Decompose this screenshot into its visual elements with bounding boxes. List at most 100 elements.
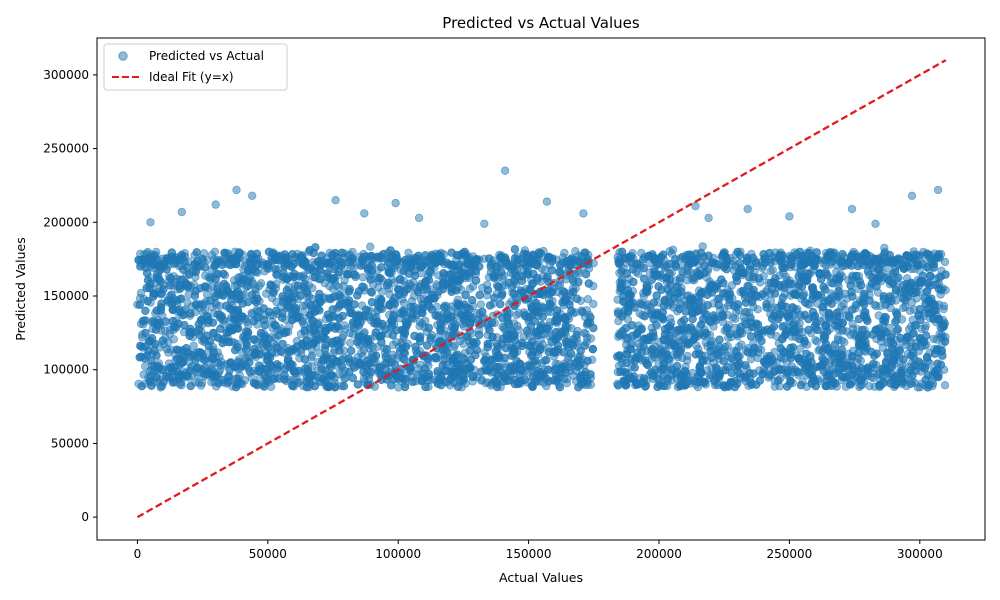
scatter-point xyxy=(753,305,762,314)
scatter-point xyxy=(483,286,493,295)
scatter-point xyxy=(886,332,896,342)
scatter-point xyxy=(640,312,649,321)
scatter-point xyxy=(666,314,675,323)
scatter-point xyxy=(375,274,384,283)
scatter-point xyxy=(143,296,152,306)
scatter-point xyxy=(299,271,308,280)
scatter-point xyxy=(164,348,173,357)
scatter-point xyxy=(141,306,150,315)
scatter-point xyxy=(540,265,549,274)
scatter-point xyxy=(143,247,152,257)
scatter-point xyxy=(940,381,950,390)
scatter-point xyxy=(210,247,220,256)
scatter-point xyxy=(616,367,625,376)
scatter-point xyxy=(865,382,874,391)
scatter-point xyxy=(189,341,198,350)
scatter-point xyxy=(770,382,779,391)
scatter-point xyxy=(914,357,924,366)
scatter-point xyxy=(340,321,349,330)
scatter-point xyxy=(139,370,148,379)
scatter-point xyxy=(496,299,505,309)
scatter-point xyxy=(589,299,598,309)
scatter-points xyxy=(133,166,950,392)
scatter-point xyxy=(899,303,908,313)
scatter-point xyxy=(262,289,271,298)
scatter-point xyxy=(450,341,459,350)
scatter-point xyxy=(547,266,557,275)
scatter-point xyxy=(357,348,366,358)
scatter-point xyxy=(200,271,210,280)
scatter-point xyxy=(867,373,876,382)
scatter-point xyxy=(166,273,175,283)
scatter-point xyxy=(378,287,387,296)
scatter-point xyxy=(940,257,950,267)
scatter-point xyxy=(766,267,775,276)
scatter-point xyxy=(191,356,200,365)
scatter-point xyxy=(906,379,915,388)
scatter-point xyxy=(659,365,668,374)
scatter-point xyxy=(841,305,850,314)
scatter-point xyxy=(718,311,728,320)
scatter-point xyxy=(400,382,410,392)
scatter-point xyxy=(269,287,278,296)
scatter-point xyxy=(249,335,259,344)
scatter-point xyxy=(741,308,750,317)
chart-title: Predicted vs Actual Values xyxy=(442,14,640,32)
scatter-point xyxy=(774,376,783,385)
scatter-point xyxy=(485,301,495,310)
scatter-point xyxy=(395,274,405,284)
scatter-point xyxy=(652,321,662,330)
scatter-point xyxy=(906,351,916,360)
scatter-point xyxy=(911,321,920,330)
scatter-point xyxy=(307,351,317,360)
scatter-point xyxy=(812,337,822,346)
scatter-point xyxy=(366,242,375,251)
scatter-point xyxy=(346,338,355,348)
scatter-point xyxy=(411,342,420,351)
scatter-point xyxy=(477,376,486,385)
scatter-point xyxy=(588,344,597,354)
scatter-point xyxy=(527,350,537,359)
scatter-point xyxy=(183,298,192,307)
scatter-point xyxy=(871,301,881,311)
scatter-point xyxy=(211,292,220,302)
scatter-point xyxy=(252,305,261,315)
scatter-point xyxy=(367,298,377,307)
scatter-point xyxy=(192,248,201,257)
scatter-point xyxy=(793,367,802,376)
scatter-point xyxy=(456,336,465,346)
scatter-point xyxy=(889,357,898,366)
scatter-point xyxy=(415,322,424,331)
scatter-point xyxy=(553,306,562,315)
scatter-point xyxy=(520,310,530,319)
scatter-point xyxy=(177,381,186,390)
scatter-point xyxy=(256,279,266,288)
scatter-point xyxy=(714,342,724,351)
scatter-point xyxy=(334,283,344,292)
scatter-point xyxy=(186,381,195,391)
scatter-point xyxy=(929,334,938,344)
scatter-point xyxy=(461,291,470,300)
scatter-point xyxy=(630,363,639,372)
scatter-point xyxy=(215,366,225,375)
scatter-point xyxy=(388,340,398,349)
scatter-point xyxy=(426,333,435,342)
scatter-point xyxy=(629,277,638,287)
scatter-point xyxy=(141,328,150,338)
scatter-point xyxy=(147,381,156,390)
scatter-point xyxy=(830,340,840,349)
scatter-point xyxy=(358,273,368,282)
scatter-point xyxy=(404,248,413,257)
scatter-point xyxy=(695,349,704,358)
scatter-point xyxy=(288,381,297,391)
scatter-point xyxy=(899,355,908,364)
scatter-point xyxy=(643,360,652,370)
scatter-point xyxy=(160,326,170,335)
scatter-point xyxy=(913,383,923,392)
scatter-point xyxy=(891,285,901,295)
scatter-point xyxy=(920,324,930,333)
scatter-point xyxy=(509,289,519,298)
scatter-point xyxy=(922,353,932,362)
scatter-point xyxy=(823,271,832,280)
